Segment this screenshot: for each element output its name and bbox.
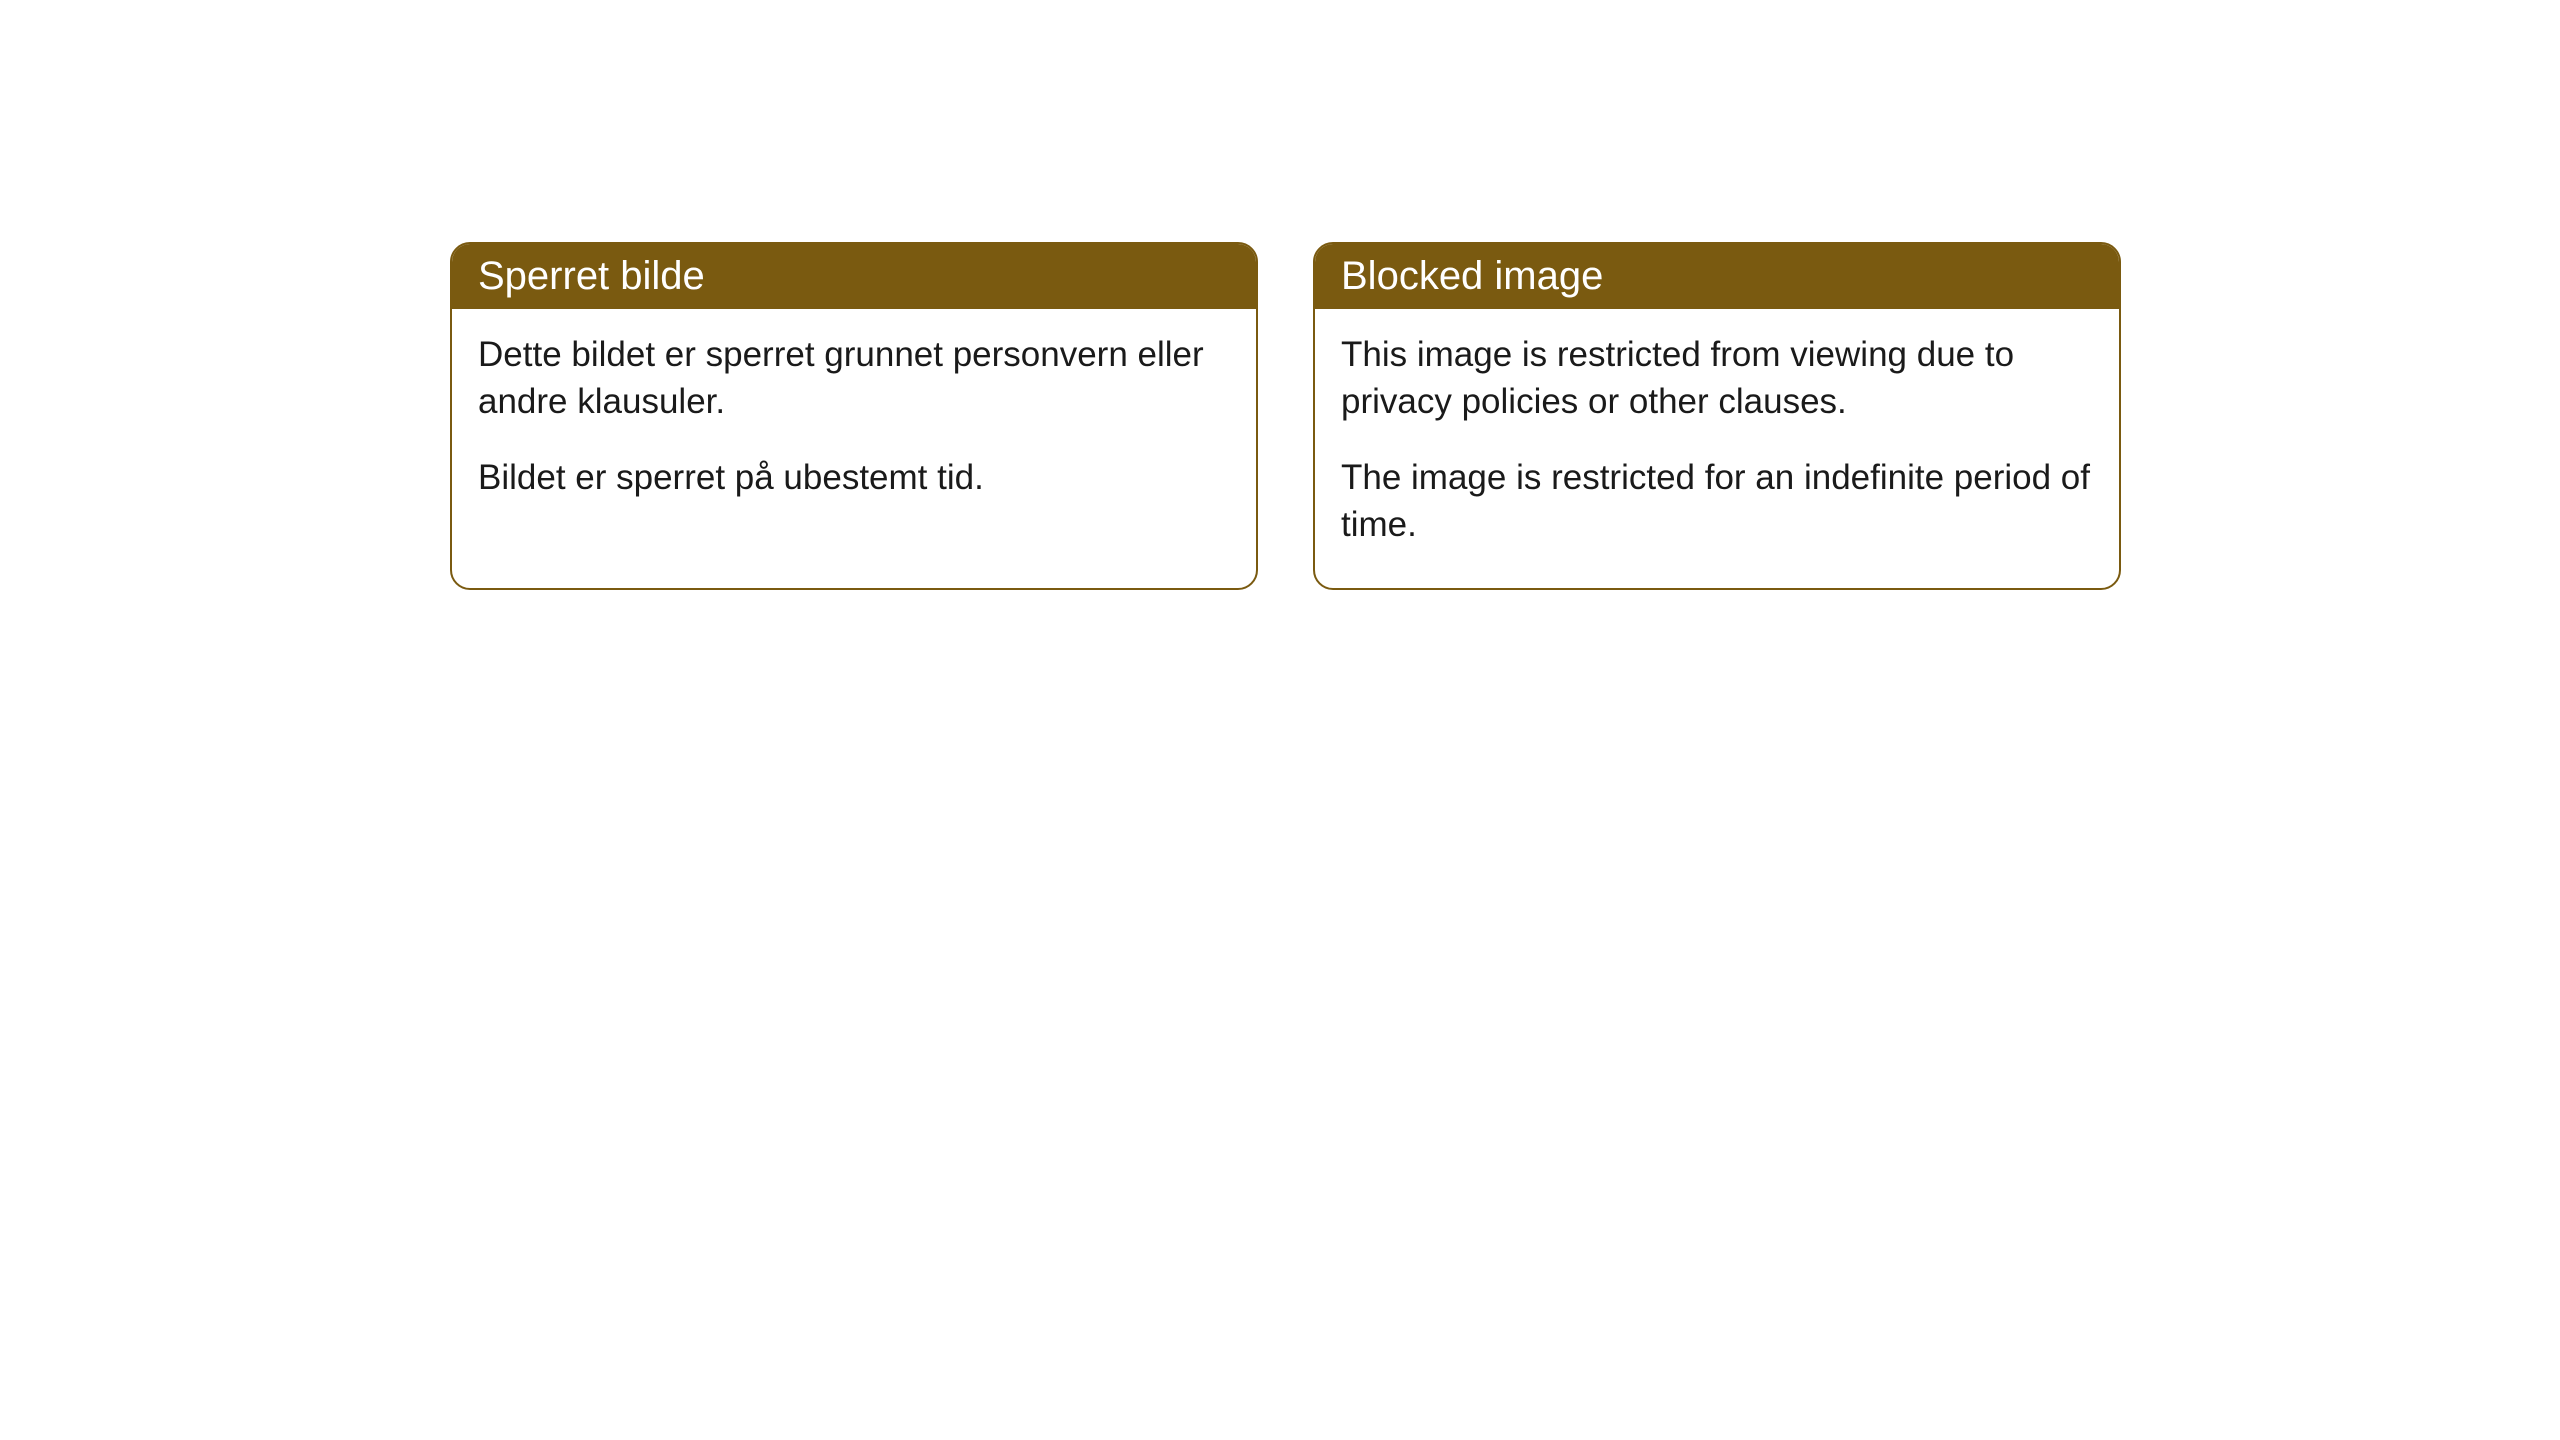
card-body-english: This image is restricted from viewing du… xyxy=(1315,309,2119,588)
card-body-norwegian: Dette bildet er sperret grunnet personve… xyxy=(452,309,1256,541)
card-text-line: This image is restricted from viewing du… xyxy=(1341,331,2093,426)
card-norwegian: Sperret bilde Dette bildet er sperret gr… xyxy=(450,242,1258,590)
card-text-line: The image is restricted for an indefinit… xyxy=(1341,454,2093,549)
card-text-line: Bildet er sperret på ubestemt tid. xyxy=(478,454,1230,501)
card-header-norwegian: Sperret bilde xyxy=(452,244,1256,309)
cards-container: Sperret bilde Dette bildet er sperret gr… xyxy=(450,242,2560,590)
card-english: Blocked image This image is restricted f… xyxy=(1313,242,2121,590)
card-header-english: Blocked image xyxy=(1315,244,2119,309)
card-text-line: Dette bildet er sperret grunnet personve… xyxy=(478,331,1230,426)
